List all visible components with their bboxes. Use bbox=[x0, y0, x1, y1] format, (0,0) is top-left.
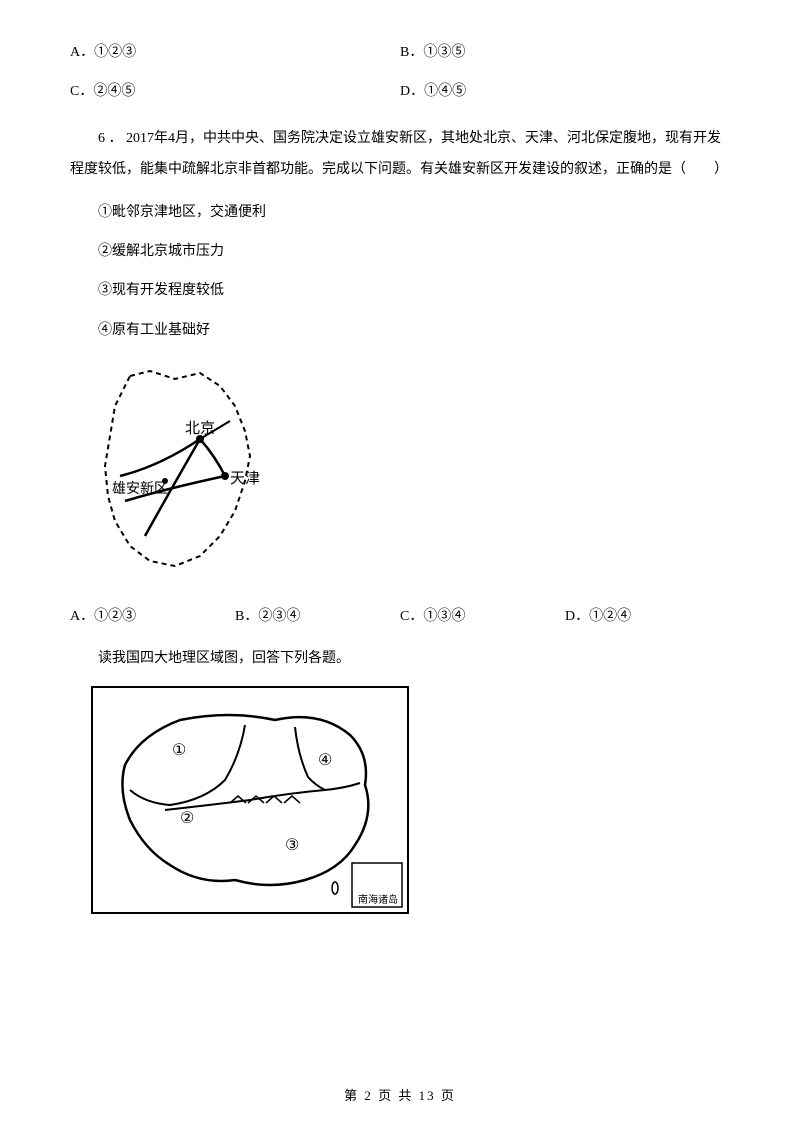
map2-label-3: ③ bbox=[285, 837, 299, 854]
q5-option-d[interactable]: D．①④⑤ bbox=[400, 79, 730, 104]
map1-label-bj: 北京 bbox=[185, 420, 215, 437]
map2-label-4: ④ bbox=[318, 752, 332, 769]
map-hebei-wrap: 北京 天津 雄安新区 bbox=[90, 361, 730, 586]
map-china-wrap: ① ② ③ ④ 南海诸岛 bbox=[90, 685, 730, 920]
map-hebei-icon: 北京 天津 雄安新区 bbox=[90, 361, 280, 581]
q6-option-a[interactable]: A．①②③ bbox=[70, 604, 235, 629]
map-china-icon: ① ② ③ ④ 南海诸岛 bbox=[90, 685, 410, 915]
q6-text: 6 ． 2017年4月，中共中央、国务院决定设立雄安新区，其地处北京、天津、河北… bbox=[70, 124, 730, 186]
q5-options-row-2: C．②④⑤ D．①④⑤ bbox=[70, 79, 730, 104]
q6-item-1: ①毗邻京津地区，交通便利 bbox=[70, 200, 730, 225]
map2-label-inset: 南海诸岛 bbox=[358, 893, 398, 906]
map2-label-1: ① bbox=[172, 742, 186, 759]
q5-option-c[interactable]: C．②④⑤ bbox=[70, 79, 400, 104]
q6-options-row: A．①②③ B．②③④ C．①③④ D．①②④ bbox=[70, 604, 730, 629]
q6-item-2: ②缓解北京城市压力 bbox=[70, 239, 730, 264]
q6-item-3: ③现有开发程度较低 bbox=[70, 278, 730, 303]
map1-label-xa: 雄安新区 bbox=[112, 481, 168, 497]
q5-option-b[interactable]: B．①③⑤ bbox=[400, 40, 730, 65]
q6-option-b[interactable]: B．②③④ bbox=[235, 604, 400, 629]
q6-item-4: ④原有工业基础好 bbox=[70, 318, 730, 343]
q6-option-c[interactable]: C．①③④ bbox=[400, 604, 565, 629]
q6-option-d[interactable]: D．①②④ bbox=[565, 604, 730, 629]
page-footer: 第 2 页 共 13 页 bbox=[0, 1085, 800, 1104]
q5-option-a[interactable]: A．①②③ bbox=[70, 40, 400, 65]
q5-options-row-1: A．①②③ B．①③⑤ bbox=[70, 40, 730, 65]
map2-label-2: ② bbox=[180, 810, 194, 827]
map2-instruction: 读我国四大地理区域图，回答下列各题。 bbox=[70, 647, 730, 667]
map1-label-tj: 天津 bbox=[230, 470, 260, 487]
